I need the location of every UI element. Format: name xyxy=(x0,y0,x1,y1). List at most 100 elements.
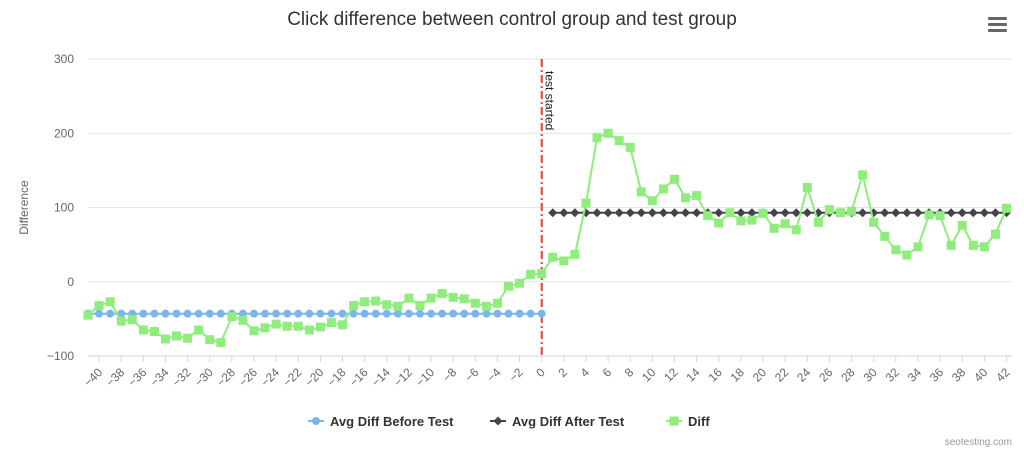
data-point[interactable] xyxy=(979,208,989,218)
data-point[interactable] xyxy=(902,250,912,260)
data-point[interactable] xyxy=(216,309,225,318)
data-point[interactable] xyxy=(769,223,779,233)
data-point[interactable] xyxy=(172,331,182,341)
data-point[interactable] xyxy=(647,208,657,218)
data-point[interactable] xyxy=(835,208,845,218)
data-point[interactable] xyxy=(438,309,447,318)
data-point[interactable] xyxy=(769,208,779,218)
data-point[interactable] xyxy=(891,245,901,255)
legend-symbol[interactable] xyxy=(312,417,320,425)
data-point[interactable] xyxy=(603,208,613,218)
data-point[interactable] xyxy=(747,215,757,225)
data-point[interactable] xyxy=(349,301,359,311)
data-point[interactable] xyxy=(504,309,513,318)
data-point[interactable] xyxy=(736,216,746,226)
data-point[interactable] xyxy=(482,309,491,318)
data-point[interactable] xyxy=(150,309,159,318)
legend-symbol[interactable] xyxy=(493,416,503,426)
data-point[interactable] xyxy=(515,278,525,288)
data-point[interactable] xyxy=(127,315,137,325)
data-point[interactable] xyxy=(968,208,978,218)
data-point[interactable] xyxy=(459,294,469,304)
data-point[interactable] xyxy=(714,208,724,218)
data-point[interactable] xyxy=(802,208,812,218)
data-point[interactable] xyxy=(316,309,325,318)
data-point[interactable] xyxy=(990,208,1000,218)
data-point[interactable] xyxy=(371,309,380,318)
chart-menu-button[interactable] xyxy=(986,12,1010,34)
data-point[interactable] xyxy=(515,309,524,318)
data-point[interactable] xyxy=(526,269,536,279)
data-point[interactable] xyxy=(537,269,547,279)
data-point[interactable] xyxy=(658,208,668,218)
data-point[interactable] xyxy=(360,297,370,307)
data-point[interactable] xyxy=(116,316,126,326)
data-point[interactable] xyxy=(349,309,358,318)
data-point[interactable] xyxy=(681,193,691,203)
data-point[interactable] xyxy=(714,218,724,228)
data-point[interactable] xyxy=(669,174,679,184)
data-point[interactable] xyxy=(946,240,956,250)
data-point[interactable] xyxy=(791,208,801,218)
data-point[interactable] xyxy=(692,191,702,201)
data-point[interactable] xyxy=(647,196,657,206)
data-point[interactable] xyxy=(427,309,436,318)
data-point[interactable] xyxy=(460,309,469,318)
data-point[interactable] xyxy=(149,326,159,336)
data-point[interactable] xyxy=(625,208,635,218)
data-point[interactable] xyxy=(426,293,436,303)
data-point[interactable] xyxy=(249,309,258,318)
data-point[interactable] xyxy=(260,323,270,333)
data-point[interactable] xyxy=(205,309,214,318)
data-point[interactable] xyxy=(304,325,314,335)
data-point[interactable] xyxy=(404,293,414,303)
data-point[interactable] xyxy=(271,319,281,329)
data-point[interactable] xyxy=(382,300,392,310)
data-point[interactable] xyxy=(780,208,790,218)
data-point[interactable] xyxy=(283,309,292,318)
data-point[interactable] xyxy=(139,309,148,318)
data-point[interactable] xyxy=(913,208,923,218)
data-point[interactable] xyxy=(913,242,923,252)
data-point[interactable] xyxy=(449,309,458,318)
data-point[interactable] xyxy=(183,333,193,343)
data-point[interactable] xyxy=(758,208,768,218)
data-point[interactable] xyxy=(470,298,480,308)
data-point[interactable] xyxy=(692,208,702,218)
data-point[interactable] xyxy=(161,309,170,318)
data-point[interactable] xyxy=(338,309,347,318)
legend-symbol[interactable] xyxy=(669,416,679,426)
data-point[interactable] xyxy=(990,229,1000,239)
data-point[interactable] xyxy=(327,309,336,318)
data-point[interactable] xyxy=(105,297,115,307)
data-point[interactable] xyxy=(227,312,237,322)
data-point[interactable] xyxy=(802,182,812,192)
data-point[interactable] xyxy=(338,320,348,330)
data-point[interactable] xyxy=(614,136,624,146)
data-point[interactable] xyxy=(592,133,602,143)
data-point[interactable] xyxy=(559,256,569,266)
data-point[interactable] xyxy=(847,206,857,216)
data-point[interactable] xyxy=(592,208,602,218)
data-point[interactable] xyxy=(238,315,248,325)
data-point[interactable] xyxy=(548,208,558,218)
data-point[interactable] xyxy=(548,252,558,262)
data-point[interactable] xyxy=(183,309,192,318)
data-point[interactable] xyxy=(282,321,292,331)
data-point[interactable] xyxy=(138,325,148,335)
legend-item-avg-diff-after-test[interactable]: Avg Diff After Test xyxy=(490,414,625,429)
data-point[interactable] xyxy=(371,296,381,306)
data-point[interactable] xyxy=(216,338,226,348)
data-point[interactable] xyxy=(924,210,934,220)
data-point[interactable] xyxy=(957,220,967,230)
data-point[interactable] xyxy=(891,208,901,218)
data-point[interactable] xyxy=(824,205,834,215)
data-point[interactable] xyxy=(261,309,270,318)
data-point[interactable] xyxy=(636,208,646,218)
data-point[interactable] xyxy=(736,208,746,218)
data-point[interactable] xyxy=(448,292,458,302)
data-point[interactable] xyxy=(360,309,369,318)
data-point[interactable] xyxy=(614,208,624,218)
data-point[interactable] xyxy=(382,309,391,318)
data-point[interactable] xyxy=(238,309,247,318)
